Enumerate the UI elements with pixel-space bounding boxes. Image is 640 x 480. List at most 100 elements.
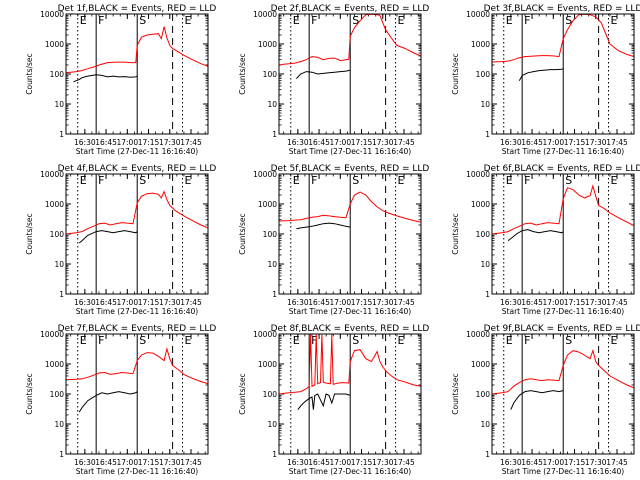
series-line-lld bbox=[279, 191, 421, 223]
x-tick-label: 17:00 bbox=[116, 298, 138, 307]
y-tick-label: 100 bbox=[50, 390, 65, 399]
event-marker-label: F bbox=[98, 334, 104, 347]
y-tick-label: 1 bbox=[485, 290, 490, 299]
x-tick-label: 16:45 bbox=[521, 298, 543, 307]
event-marker-label: E bbox=[506, 334, 513, 347]
y-axis-label: Counts/sec bbox=[238, 213, 247, 254]
event-marker-label: S bbox=[565, 334, 572, 347]
chart-title: Det 4f,BLACK = Events, RED = LLD bbox=[58, 164, 217, 174]
y-axis-label: Counts/sec bbox=[451, 373, 460, 414]
x-tick-label: 16:30 bbox=[287, 458, 309, 467]
panel-8: Det 8f,BLACK = Events, RED = LLD Counts/s… bbox=[238, 324, 429, 476]
y-tick-label: 1000 bbox=[258, 40, 277, 49]
x-axis-label: Start Time (27-Dec-11 16:16:40) bbox=[289, 147, 411, 156]
y-tick-label: 100 bbox=[50, 70, 65, 79]
x-axis-label: Start Time (27-Dec-11 16:16:40) bbox=[502, 307, 624, 316]
x-tick-label: 17:15 bbox=[351, 298, 373, 307]
event-marker-label: S bbox=[352, 14, 359, 27]
x-tick-label: 17:45 bbox=[393, 298, 415, 307]
x-tick-label: 17:45 bbox=[606, 138, 628, 147]
y-tick-label: 100 bbox=[263, 390, 278, 399]
panel-4: Det 4f,BLACK = Events, RED = LLD Counts/s… bbox=[25, 164, 216, 316]
y-tick-label: 10 bbox=[480, 260, 490, 269]
chart-title: Det 7f,BLACK = Events, RED = LLD bbox=[58, 324, 217, 334]
event-marker-label: F bbox=[524, 14, 530, 27]
x-tick-label: 17:00 bbox=[116, 458, 138, 467]
x-tick-label: 16:30 bbox=[74, 458, 96, 467]
chart-title: Det 2f,BLACK = Events, RED = LLD bbox=[271, 4, 430, 14]
panel-5: Det 5f,BLACK = Events, RED = LLD Counts/s… bbox=[238, 164, 429, 316]
x-tick-label: 17:30 bbox=[159, 458, 181, 467]
chart-title: Det 9f,BLACK = Events, RED = LLD bbox=[484, 324, 640, 334]
y-tick-label: 10 bbox=[480, 100, 490, 109]
y-tick-label: 10000 bbox=[253, 330, 277, 339]
x-tick-label: 16:30 bbox=[500, 138, 522, 147]
y-tick-label: 1 bbox=[59, 450, 64, 459]
chart-title: Det 3f,BLACK = Events, RED = LLD bbox=[484, 4, 640, 14]
x-tick-label: 17:00 bbox=[116, 138, 138, 147]
series-line-events bbox=[78, 391, 138, 413]
x-tick-label: 17:00 bbox=[329, 458, 351, 467]
series-line-lld bbox=[279, 14, 421, 66]
x-tick-label: 17:30 bbox=[372, 458, 394, 467]
y-axis-label: Counts/sec bbox=[25, 53, 34, 94]
chart-title: Det 1f,BLACK = Events, RED = LLD bbox=[58, 4, 217, 14]
panel-3: Det 3f,BLACK = Events, RED = LLD Counts/s… bbox=[451, 4, 640, 156]
event-marker-label: S bbox=[139, 174, 146, 187]
y-axis-label: Counts/sec bbox=[238, 373, 247, 414]
event-marker-label: S bbox=[565, 14, 572, 27]
x-tick-label: 17:00 bbox=[329, 138, 351, 147]
event-marker-label: E bbox=[293, 174, 300, 187]
plot-frame bbox=[278, 173, 422, 295]
series-line-lld bbox=[492, 14, 634, 63]
x-tick-label: 17:00 bbox=[542, 298, 564, 307]
x-tick-label: 17:15 bbox=[564, 298, 586, 307]
event-marker-label: S bbox=[139, 334, 146, 347]
event-marker-label: E bbox=[80, 334, 87, 347]
x-tick-label: 16:30 bbox=[74, 138, 96, 147]
y-tick-label: 10 bbox=[54, 420, 64, 429]
y-tick-label: 10 bbox=[54, 260, 64, 269]
y-axis-label: Counts/sec bbox=[451, 213, 460, 254]
y-tick-label: 10 bbox=[54, 100, 64, 109]
x-tick-label: 16:45 bbox=[95, 298, 117, 307]
event-marker-label: F bbox=[524, 174, 530, 187]
panel-9: Det 9f,BLACK = Events, RED = LLD Counts/s… bbox=[451, 324, 640, 476]
x-tick-label: 17:15 bbox=[351, 458, 373, 467]
event-marker-label: E bbox=[80, 14, 87, 27]
y-tick-label: 1000 bbox=[258, 200, 277, 209]
x-tick-label: 16:45 bbox=[95, 458, 117, 467]
panel-1: Det 1f,BLACK = Events, RED = LLD Counts/s… bbox=[25, 4, 216, 156]
series-line-lld bbox=[66, 26, 208, 74]
series-line-events bbox=[78, 230, 138, 244]
x-tick-label: 17:45 bbox=[393, 138, 415, 147]
series-line-lld bbox=[279, 334, 421, 395]
x-axis-label: Start Time (27-Dec-11 16:16:40) bbox=[289, 307, 411, 316]
series-line-lld bbox=[492, 184, 634, 235]
x-tick-label: 17:30 bbox=[585, 298, 607, 307]
series-line-events bbox=[297, 393, 351, 411]
event-marker-label: E bbox=[185, 14, 192, 27]
y-tick-label: 1 bbox=[272, 450, 277, 459]
plot-frame bbox=[491, 13, 635, 135]
y-tick-label: 10000 bbox=[466, 170, 490, 179]
x-tick-label: 17:00 bbox=[542, 458, 564, 467]
y-tick-label: 1 bbox=[59, 290, 64, 299]
x-tick-label: 16:30 bbox=[287, 138, 309, 147]
x-tick-label: 17:30 bbox=[159, 138, 181, 147]
x-tick-label: 17:45 bbox=[393, 458, 415, 467]
y-tick-label: 100 bbox=[476, 70, 491, 79]
event-marker-label: E bbox=[611, 334, 618, 347]
event-marker-label: E bbox=[293, 334, 300, 347]
x-axis-label: Start Time (27-Dec-11 16:16:40) bbox=[76, 467, 198, 476]
event-marker-label: S bbox=[565, 174, 572, 187]
x-tick-label: 16:30 bbox=[500, 458, 522, 467]
x-axis-label: Start Time (27-Dec-11 16:16:40) bbox=[76, 147, 198, 156]
series-line-events bbox=[507, 229, 564, 242]
series-line-events bbox=[518, 68, 564, 81]
y-tick-label: 1000 bbox=[471, 360, 490, 369]
x-tick-label: 17:15 bbox=[564, 138, 586, 147]
plot-frame bbox=[65, 13, 209, 135]
event-marker-label: E bbox=[611, 174, 618, 187]
